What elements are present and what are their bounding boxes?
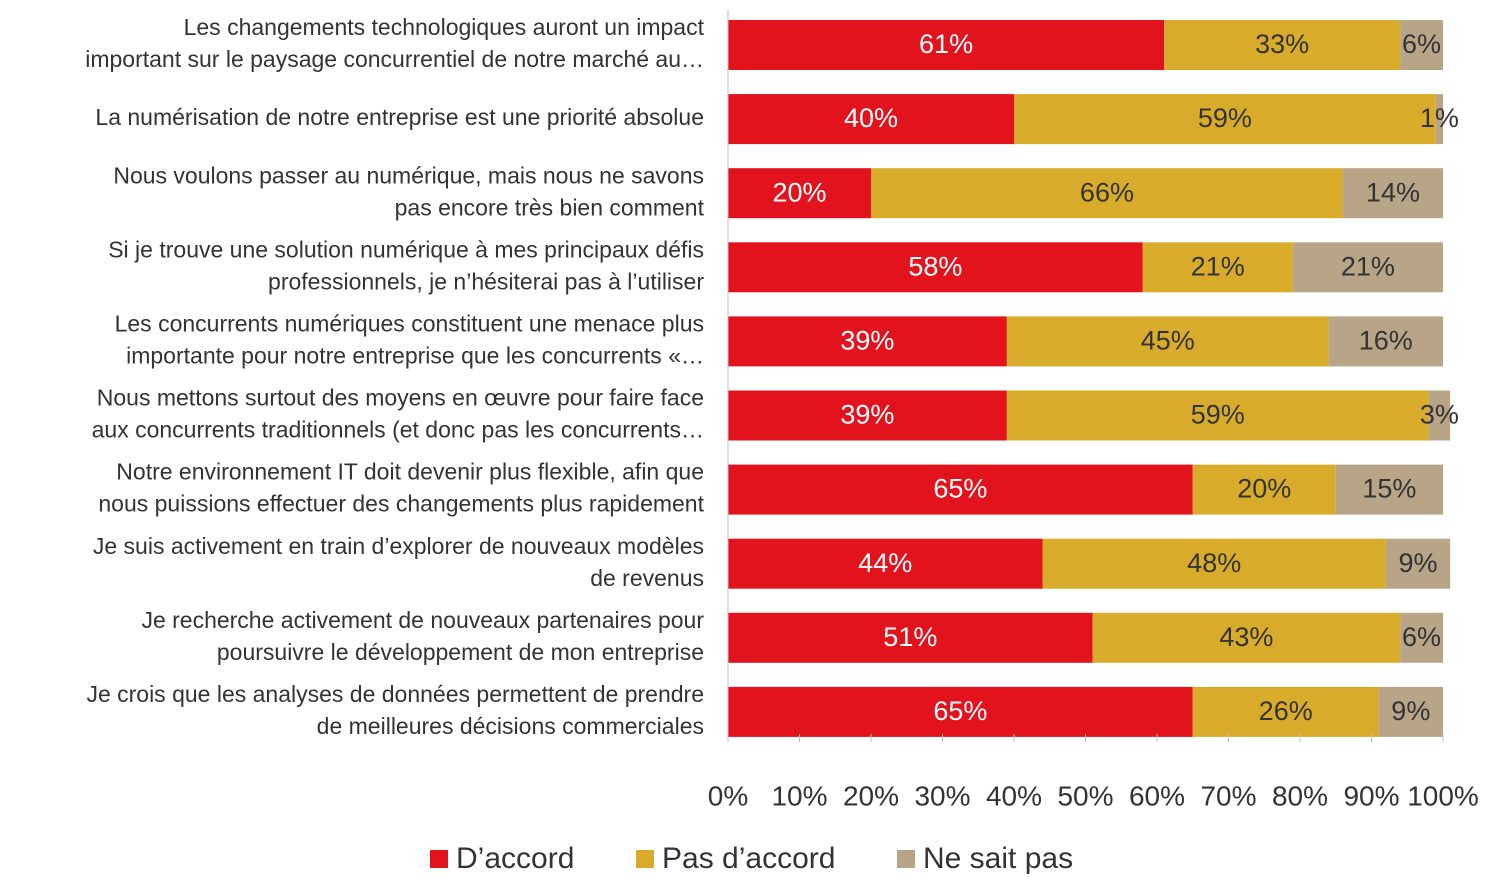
bar-segment [1192,464,1336,515]
category-label: poursuivre le développement de mon entre… [217,639,704,665]
bar-segment [728,390,1007,441]
bar-segment [1400,20,1443,70]
bar-segment [728,242,1143,293]
bar-segment [1428,390,1451,441]
value-label: 51% [883,622,937,652]
value-label: 9% [1398,548,1437,578]
legend-label: Pas d’accord [662,842,835,875]
category-label: La numérisation de notre entreprise est … [95,104,704,130]
value-label: 6% [1402,29,1441,59]
bar-segment [1192,686,1379,737]
bar-segment [1328,316,1443,367]
category-label: Je recherche activement de nouveaux part… [141,607,704,633]
value-label: 6% [1402,622,1441,652]
bar-segment [1335,464,1443,515]
value-label: 21% [1191,251,1245,281]
category-label: Les changements technologiques auront un… [184,14,705,40]
value-label: 61% [919,29,973,59]
value-label: 66% [1080,177,1134,207]
x-tick-label: 40% [986,780,1042,811]
bar-segment [728,316,1007,367]
category-label: Nous mettons surtout des moyens en œuvre… [97,385,704,411]
category-label: de meilleures décisions commerciales [317,713,704,739]
category-label: Si je trouve une solution numérique à me… [108,236,704,262]
category-label: professionnels, je n’hésiterai pas à l’u… [268,268,704,294]
category-label: Nous voulons passer au numérique, mais n… [113,162,704,188]
x-tick-label: 60% [1129,780,1185,811]
x-tick-label: 50% [1057,780,1113,811]
value-label: 16% [1359,326,1413,356]
bar-segment [1014,94,1436,145]
value-label: 1% [1420,103,1459,133]
value-label: 48% [1187,548,1241,578]
category-label: Notre environnement IT doit devenir plus… [116,459,704,485]
value-label: 58% [908,251,962,281]
bar-segment [728,538,1043,589]
category-label: de revenus [590,565,704,591]
legend-swatch [897,850,915,868]
value-label: 65% [933,696,987,726]
value-label: 21% [1341,251,1395,281]
x-tick-label: 20% [843,780,899,811]
legend-swatch [636,850,654,868]
bar-segment [728,464,1193,515]
bar-segment [728,612,1093,663]
category-label: Je suis activement en train d’explorer d… [93,533,704,559]
x-tick-label: 100% [1407,780,1479,811]
legend-swatch [430,850,448,868]
bar-segment [1006,316,1329,367]
value-label: 44% [858,548,912,578]
category-label: importante pour notre entreprise que les… [126,342,704,368]
value-label: 40% [844,103,898,133]
value-label: 20% [1237,474,1291,504]
bar-segment [1378,686,1443,737]
bar-segment [728,686,1193,737]
value-label: 45% [1141,326,1195,356]
value-label: 15% [1362,474,1416,504]
bar-segment [728,168,871,219]
value-label: 20% [772,177,826,207]
x-tick-label: 70% [1200,780,1256,811]
bar-segment [1092,612,1401,663]
bar-segment [1292,242,1443,293]
legend-label: Ne sait pas [923,842,1073,875]
bar-segment [1164,20,1401,70]
bar-segment [1342,168,1443,219]
x-tick-label: 80% [1272,780,1328,811]
bar-segment [728,20,1165,70]
bar-segment [871,168,1343,219]
bar-segment [728,94,1014,145]
category-label: Je crois que les analyses de données per… [86,681,704,707]
value-label: 39% [840,400,894,430]
value-label: 3% [1420,400,1459,430]
bar-segment [1006,390,1429,441]
value-label: 59% [1191,400,1245,430]
x-tick-label: 90% [1343,780,1399,811]
category-label: nous puissions effectuer des changements… [98,491,704,517]
value-label: 33% [1255,29,1309,59]
value-label: 59% [1198,103,1252,133]
value-label: 65% [933,474,987,504]
category-label: aux concurrents traditionnels (et donc p… [92,417,704,443]
value-label: 14% [1366,177,1420,207]
legend-label: D’accord [456,842,574,875]
bar-segment [1042,538,1386,589]
value-label: 9% [1391,696,1430,726]
bar-segment [1400,612,1443,663]
value-label: 39% [840,326,894,356]
category-label: important sur le paysage concurrentiel d… [85,46,704,72]
x-tick-label: 0% [708,780,748,811]
bar-segment [1435,94,1443,145]
category-label: Les concurrents numériques constituent u… [115,310,704,336]
category-label: pas encore très bien comment [395,194,705,220]
value-label: 43% [1219,622,1273,652]
bar-segment [1385,538,1451,589]
x-tick-label: 30% [914,780,970,811]
bar-segment [1142,242,1293,293]
value-label: 26% [1259,696,1313,726]
x-tick-label: 10% [771,780,827,811]
